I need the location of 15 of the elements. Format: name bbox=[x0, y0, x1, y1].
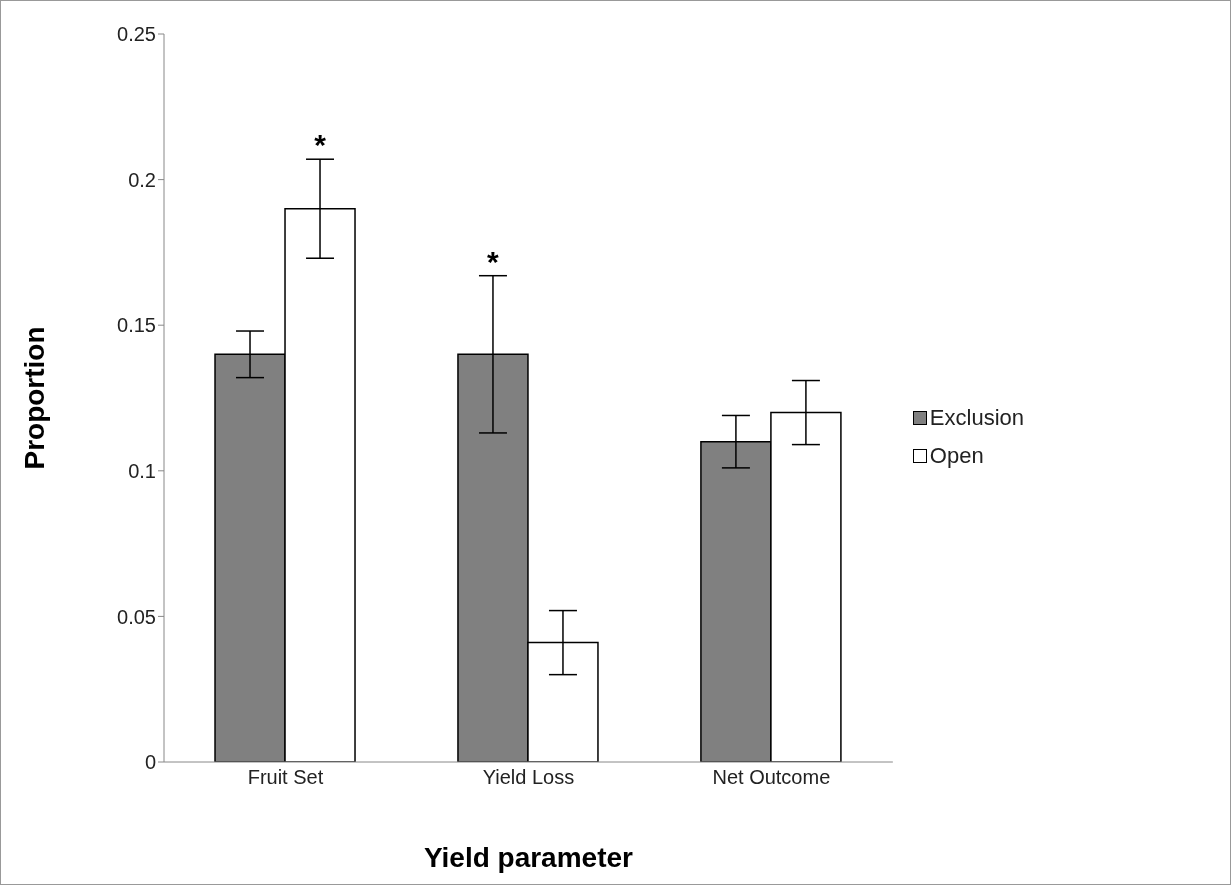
y-tick-label: 0.25 bbox=[117, 23, 156, 46]
y-tick-label: 0 bbox=[144, 751, 156, 774]
y-tick-label: 0.05 bbox=[117, 605, 156, 628]
annotation: * bbox=[487, 244, 500, 278]
y-tick-label: 0.15 bbox=[117, 314, 156, 337]
y-tick-label: 0.2 bbox=[128, 168, 156, 191]
legend-label: Open bbox=[929, 442, 984, 469]
annotation: * bbox=[314, 128, 327, 162]
y-axis-title: Proportion bbox=[18, 326, 50, 470]
x-tick-label: Net Outcome bbox=[712, 766, 831, 789]
x-tick-label: Yield Loss bbox=[482, 766, 575, 789]
x-axis-title: Yield parameter bbox=[423, 842, 634, 873]
y-tick-label: 0.1 bbox=[128, 459, 156, 482]
x-tick-label: Fruit Set bbox=[247, 766, 324, 789]
legend-label: Exclusion bbox=[929, 404, 1024, 431]
